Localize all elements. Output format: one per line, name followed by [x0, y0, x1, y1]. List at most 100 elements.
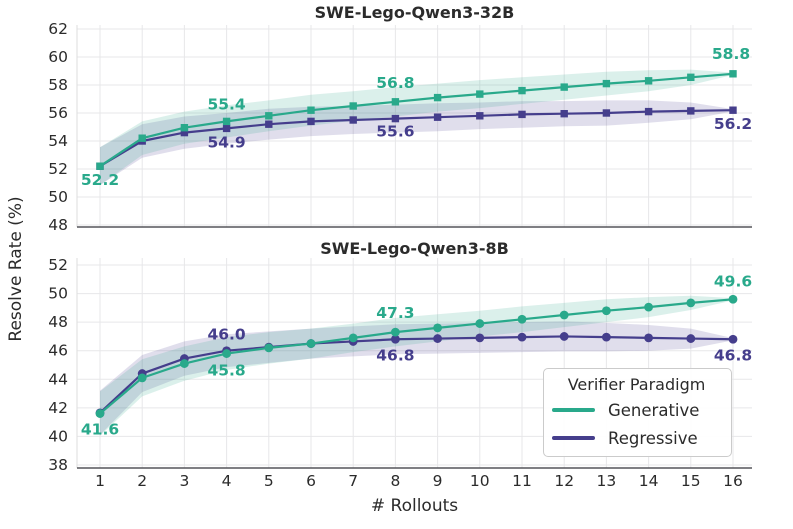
x-tick-label: 11	[512, 472, 532, 490]
data-point-marker	[602, 306, 611, 316]
data-point-marker	[306, 339, 316, 348]
point-value-label: 55.6	[376, 123, 414, 141]
data-point-marker	[433, 113, 442, 121]
data-point-marker	[222, 117, 231, 126]
point-value-label: 47.3	[376, 304, 414, 322]
legend-title: Verifier Paradigm	[567, 375, 706, 394]
data-point-marker	[476, 90, 484, 98]
chart-title-32b: SWE-Lego-Qwen3-32B	[314, 3, 515, 22]
data-point-marker	[729, 70, 737, 78]
data-point-marker	[391, 98, 400, 106]
legend: Verifier Paradigm Generative Regressive	[543, 368, 732, 457]
data-point-marker	[517, 314, 527, 324]
data-point-marker	[433, 93, 442, 102]
data-point-marker	[96, 162, 104, 170]
data-point-marker	[687, 107, 695, 115]
series-line	[99, 298, 734, 415]
data-point-marker	[644, 77, 653, 85]
x-tick-label: 3	[179, 472, 189, 490]
y-tick-label: 46	[48, 342, 68, 360]
series-line	[99, 72, 734, 168]
data-point-marker	[559, 310, 569, 320]
y-tick-label: 42	[48, 399, 68, 417]
data-point-marker	[728, 294, 738, 304]
y-tick-label: 56	[48, 104, 68, 122]
data-point-marker	[518, 110, 526, 119]
data-point-marker	[559, 332, 569, 341]
data-point-marker	[687, 73, 695, 81]
data-point-marker	[137, 373, 147, 383]
legend-label-generative: Generative	[608, 400, 700, 420]
data-point-marker	[602, 79, 611, 88]
data-point-marker	[391, 114, 400, 123]
legend-entry-regressive: Regressive	[552, 424, 721, 452]
point-value-label: 49.6	[714, 272, 752, 290]
y-tick-label: 40	[48, 427, 68, 445]
x-tick-label: 16	[723, 472, 743, 490]
x-tick-label: 5	[264, 472, 274, 490]
legend-label-regressive: Regressive	[608, 428, 698, 448]
data-point-marker	[265, 112, 273, 120]
x-tick-label: 6	[306, 472, 316, 490]
data-point-marker	[475, 319, 485, 328]
data-point-marker	[391, 327, 400, 337]
point-value-label: 41.6	[81, 421, 119, 439]
y-tick-label: 48	[48, 216, 68, 234]
y-tick-label: 62	[48, 20, 68, 38]
point-value-label: 58.8	[712, 45, 750, 63]
series-line	[99, 109, 734, 168]
data-point-marker	[349, 116, 357, 124]
y-tick-label: 50	[48, 285, 68, 303]
data-point-marker	[265, 120, 273, 128]
legend-entry-generative: Generative	[552, 396, 721, 424]
x-tick-label: 14	[639, 472, 659, 490]
data-point-marker	[95, 409, 105, 418]
data-point-marker	[560, 83, 568, 91]
point-value-label: 45.8	[207, 362, 245, 380]
data-point-marker	[391, 334, 400, 344]
y-tick-label: 52	[48, 160, 68, 178]
point-value-label: 52.2	[81, 171, 119, 189]
data-point-marker	[560, 110, 568, 118]
confidence-band	[100, 295, 733, 436]
data-point-marker	[729, 106, 737, 114]
confidence-band	[100, 100, 733, 186]
y-tick-label: 48	[48, 313, 68, 331]
data-point-marker	[686, 334, 696, 343]
point-value-label: 46.0	[207, 326, 245, 344]
data-point-marker	[517, 332, 527, 342]
point-value-label: 46.8	[376, 346, 414, 364]
x-tick-label: 12	[554, 472, 574, 490]
data-point-marker	[138, 134, 146, 142]
x-tick-label: 10	[470, 472, 490, 490]
data-point-marker	[518, 86, 526, 95]
x-axis-label: # Rollouts	[370, 496, 459, 516]
data-point-marker	[644, 302, 653, 312]
x-tick-label: 13	[597, 472, 617, 490]
data-point-marker	[475, 333, 485, 343]
point-value-label: 46.8	[714, 346, 752, 364]
data-point-marker	[644, 333, 653, 343]
data-point-marker	[433, 323, 442, 333]
point-value-label: 55.4	[207, 95, 245, 113]
data-point-marker	[180, 359, 189, 368]
x-tick-label: 9	[433, 472, 443, 490]
data-point-marker	[348, 333, 358, 343]
x-tick-label: 2	[137, 472, 147, 490]
y-tick-label: 44	[48, 370, 68, 388]
y-tick-label: 38	[48, 456, 68, 474]
data-point-marker	[307, 117, 315, 126]
y-tick-label: 54	[48, 132, 68, 150]
point-value-label: 56.8	[376, 74, 414, 92]
y-tick-label: 50	[48, 188, 68, 206]
x-tick-label: 8	[390, 472, 400, 490]
x-tick-label: 1	[95, 472, 105, 490]
data-point-marker	[264, 343, 274, 353]
data-point-marker	[644, 107, 653, 116]
data-point-marker	[222, 124, 231, 133]
data-point-marker	[476, 112, 484, 120]
y-tick-label: 60	[48, 48, 68, 66]
y-tick-label: 58	[48, 76, 68, 94]
